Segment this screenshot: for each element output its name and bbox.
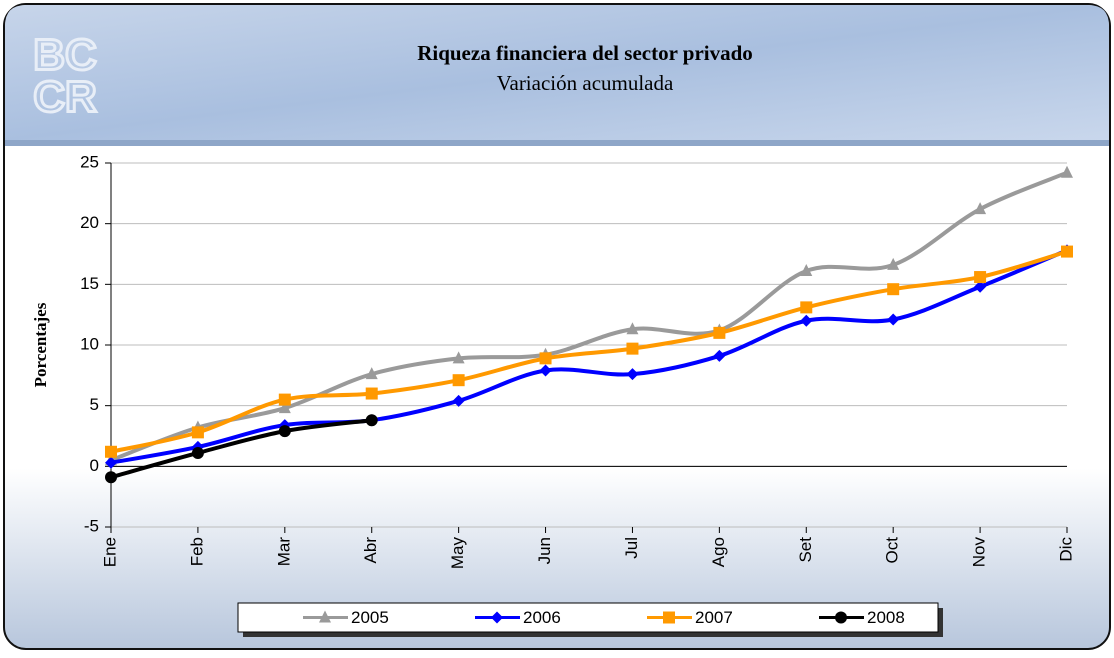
header	[5, 5, 1109, 140]
data-point	[800, 263, 813, 276]
legend-label: 2005	[351, 608, 389, 627]
data-point	[105, 445, 117, 458]
legend-marker	[663, 611, 675, 624]
legend-marker	[319, 610, 331, 623]
data-point	[105, 456, 117, 469]
data-point	[713, 349, 726, 362]
x-tick-label: Ago	[709, 537, 728, 567]
data-point	[452, 394, 465, 407]
x-tick-label: Abr	[361, 537, 380, 564]
data-point	[974, 202, 987, 215]
data-point	[452, 374, 465, 387]
logo: CR	[33, 73, 97, 122]
header-rule	[5, 140, 1109, 146]
x-tick-label: Jun	[535, 537, 554, 564]
data-point	[452, 351, 465, 364]
y-tick-label: 0	[90, 456, 99, 475]
data-point	[713, 326, 726, 339]
data-point	[105, 471, 117, 484]
y-axis-label: Porcentajes	[31, 302, 50, 387]
data-point	[1061, 245, 1073, 258]
data-point	[365, 387, 378, 400]
y-tick-label: 25	[80, 152, 99, 171]
x-tick-label: Ene	[100, 537, 119, 567]
data-point	[800, 301, 813, 314]
series-line	[110, 248, 1068, 465]
data-point	[365, 414, 378, 427]
data-point	[539, 352, 552, 365]
data-point	[626, 342, 639, 355]
y-tick-label: 15	[80, 274, 99, 293]
legend-marker	[835, 611, 847, 624]
data-point	[800, 314, 813, 327]
data-point	[887, 313, 900, 326]
data-point	[626, 368, 639, 381]
frame	[3, 3, 1111, 650]
x-tick-label: Oct	[883, 537, 902, 564]
x-tick-label: Jul	[622, 537, 641, 559]
series-line	[110, 170, 1068, 463]
x-tick-label: Dic	[1056, 537, 1075, 562]
chart-subtitle: Variación acumulada	[497, 71, 674, 95]
data-point	[974, 280, 987, 293]
data-point	[626, 322, 639, 335]
data-point	[278, 425, 291, 438]
series-line	[110, 249, 1068, 454]
legend-marker	[491, 611, 503, 624]
legend-label: 2006	[523, 608, 561, 627]
data-point	[974, 271, 987, 284]
data-point	[191, 426, 204, 439]
legend-label: 2007	[695, 608, 733, 627]
data-point	[887, 257, 900, 270]
series-line	[110, 418, 372, 480]
x-tick-label: Nov	[970, 537, 989, 568]
y-tick-label: 10	[80, 334, 99, 353]
data-point	[887, 283, 900, 296]
x-tick-label: May	[448, 537, 467, 570]
legend-label: 2008	[867, 608, 905, 627]
y-tick-label: -5	[84, 516, 99, 535]
y-tick-label: 20	[80, 213, 99, 232]
data-point	[278, 393, 291, 406]
x-tick-label: Mar	[274, 537, 293, 567]
logo: BC	[33, 31, 97, 80]
x-tick-label: Set	[796, 537, 815, 563]
y-tick-label: 5	[90, 395, 99, 414]
data-point	[539, 364, 552, 377]
data-point	[1061, 165, 1073, 178]
x-tick-label: Feb	[187, 537, 206, 566]
data-point	[278, 401, 291, 414]
chart-title: Riqueza financiera del sector privado	[417, 41, 753, 65]
data-point	[365, 367, 378, 380]
data-point	[191, 446, 204, 459]
